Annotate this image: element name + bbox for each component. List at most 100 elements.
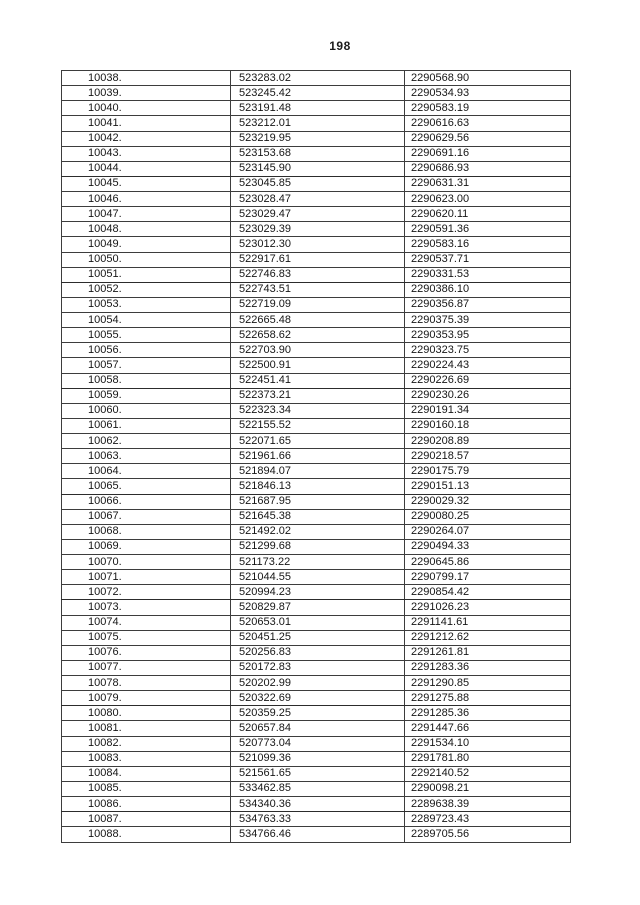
point-number-cell: 10066. <box>61 493 231 510</box>
x-coordinate-cell: 523153.68 <box>230 145 405 162</box>
y-coordinate-cell: 2291285.36 <box>404 705 571 722</box>
table-row: 10050. 522917.61 2290537.71 <box>61 251 571 268</box>
y-coordinate-cell: 2290226.69 <box>404 372 571 389</box>
table-row: 10052. 522743.51 2290386.10 <box>61 281 571 298</box>
y-coordinate-cell: 2290224.43 <box>404 357 571 374</box>
table-row: 10038. 523283.02 2290568.90 <box>61 69 571 87</box>
y-coordinate-cell: 2292140.52 <box>404 765 571 782</box>
coordinate-table-body: 10038. 523283.02 2290568.90 10039. 523245.42… <box>61 69 571 843</box>
x-coordinate-cell: 520653.01 <box>230 614 405 631</box>
table-row: 10071. 521044.55 2290799.17 <box>61 569 571 586</box>
table-row: 10051. 522746.83 2290331.53 <box>61 266 571 283</box>
table-row: 10040. 523191.48 2290583.19 <box>61 100 571 117</box>
y-coordinate-cell: 2291534.10 <box>404 735 571 752</box>
y-coordinate-cell: 2291141.61 <box>404 614 571 631</box>
x-coordinate-cell: 522155.52 <box>230 417 405 435</box>
table-row: 10066. 521687.95 2290029.32 <box>61 493 571 510</box>
point-number-cell: 10072. <box>61 584 231 601</box>
table-row: 10062. 522071.65 2290208.89 <box>61 432 571 450</box>
y-coordinate-cell: 2290331.53 <box>404 266 571 283</box>
x-coordinate-cell: 520322.69 <box>230 690 405 707</box>
x-coordinate-cell: 522451.41 <box>230 372 405 389</box>
x-coordinate-cell: 521173.22 <box>230 553 405 571</box>
point-number-cell: 10065. <box>61 478 231 495</box>
y-coordinate-cell: 2290353.95 <box>404 327 571 344</box>
y-coordinate-cell: 2290323.75 <box>404 342 571 359</box>
point-number-cell: 10068. <box>61 523 231 540</box>
y-coordinate-cell: 2290264.07 <box>404 523 571 540</box>
point-number-cell: 10070. <box>61 553 231 571</box>
coordinate-table: 10038. 523283.02 2290568.90 10039. 523245.42… <box>61 69 571 843</box>
x-coordinate-cell: 521846.13 <box>230 478 405 495</box>
point-number-cell: 10039. <box>61 85 231 102</box>
table-row: 10074. 520653.01 2291141.61 <box>61 614 571 631</box>
table-row: 10049. 523012.30 2290583.16 <box>61 236 571 253</box>
point-number-cell: 10085. <box>61 780 231 798</box>
y-coordinate-cell: 2290151.13 <box>404 478 571 495</box>
point-number-cell: 10069. <box>61 538 231 556</box>
x-coordinate-cell: 522323.34 <box>230 402 405 419</box>
x-coordinate-cell: 523045.85 <box>230 175 405 193</box>
y-coordinate-cell: 2289705.56 <box>404 826 571 843</box>
y-coordinate-cell: 2290645.86 <box>404 553 571 571</box>
table-row: 10068. 521492.02 2290264.07 <box>61 523 571 540</box>
point-number-cell: 10049. <box>61 236 231 253</box>
y-coordinate-cell: 2291447.66 <box>404 720 571 737</box>
table-row: 10075. 520451.25 2291212.62 <box>61 629 571 646</box>
x-coordinate-cell: 523245.42 <box>230 85 405 102</box>
y-coordinate-cell: 2290583.16 <box>404 236 571 253</box>
y-coordinate-cell: 2290230.26 <box>404 387 571 404</box>
table-row: 10061. 522155.52 2290160.18 <box>61 417 571 435</box>
table-row: 10087. 534763.33 2289723.43 <box>61 811 571 828</box>
point-number-cell: 10081. <box>61 720 231 737</box>
x-coordinate-cell: 523191.48 <box>230 100 405 117</box>
y-coordinate-cell: 2290686.93 <box>404 160 571 177</box>
table-row: 10079. 520322.69 2291275.88 <box>61 690 571 707</box>
table-row: 10082. 520773.04 2291534.10 <box>61 735 571 752</box>
table-row: 10047. 523029.47 2290620.11 <box>61 206 571 223</box>
point-number-cell: 10041. <box>61 115 231 132</box>
x-coordinate-cell: 523029.47 <box>230 206 405 223</box>
x-coordinate-cell: 520773.04 <box>230 735 405 752</box>
point-number-cell: 10076. <box>61 644 231 661</box>
point-number-cell: 10084. <box>61 765 231 782</box>
y-coordinate-cell: 2290591.36 <box>404 221 571 238</box>
point-number-cell: 10067. <box>61 508 231 525</box>
point-number-cell: 10045. <box>61 175 231 193</box>
x-coordinate-cell: 520359.25 <box>230 705 405 722</box>
table-row: 10048. 523029.39 2290591.36 <box>61 221 571 238</box>
y-coordinate-cell: 2291781.80 <box>404 750 571 767</box>
x-coordinate-cell: 521687.95 <box>230 493 405 510</box>
point-number-cell: 10055. <box>61 327 231 344</box>
y-coordinate-cell: 2291275.88 <box>404 690 571 707</box>
table-row: 10083. 521099.36 2291781.80 <box>61 750 571 767</box>
point-number-cell: 10038. <box>61 69 231 87</box>
x-coordinate-cell: 520172.83 <box>230 659 405 677</box>
y-coordinate-cell: 2290537.71 <box>404 251 571 268</box>
point-number-cell: 10050. <box>61 251 231 268</box>
table-row: 10057. 522500.91 2290224.43 <box>61 357 571 374</box>
y-coordinate-cell: 2290583.19 <box>404 100 571 117</box>
table-row: 10060. 522323.34 2290191.34 <box>61 402 571 419</box>
y-coordinate-cell: 2290631.31 <box>404 175 571 193</box>
y-coordinate-cell: 2290568.90 <box>404 69 571 87</box>
x-coordinate-cell: 533462.85 <box>230 780 405 798</box>
point-number-cell: 10057. <box>61 357 231 374</box>
point-number-cell: 10086. <box>61 795 231 813</box>
x-coordinate-cell: 534763.33 <box>230 811 405 828</box>
x-coordinate-cell: 534766.46 <box>230 826 405 843</box>
x-coordinate-cell: 521645.38 <box>230 508 405 525</box>
x-coordinate-cell: 523145.90 <box>230 160 405 177</box>
table-row: 10078. 520202.99 2291290.85 <box>61 674 571 692</box>
table-row: 10077. 520172.83 2291283.36 <box>61 659 571 677</box>
point-number-cell: 10043. <box>61 145 231 162</box>
x-coordinate-cell: 521299.68 <box>230 538 405 556</box>
table-row: 10064. 521894.07 2290175.79 <box>61 463 571 480</box>
y-coordinate-cell: 2289638.39 <box>404 795 571 813</box>
point-number-cell: 10040. <box>61 100 231 117</box>
table-row: 10056. 522703.90 2290323.75 <box>61 342 571 359</box>
point-number-cell: 10083. <box>61 750 231 767</box>
x-coordinate-cell: 523012.30 <box>230 236 405 253</box>
table-row: 10073. 520829.87 2291026.23 <box>61 599 571 616</box>
table-row: 10072. 520994.23 2290854.42 <box>61 584 571 601</box>
